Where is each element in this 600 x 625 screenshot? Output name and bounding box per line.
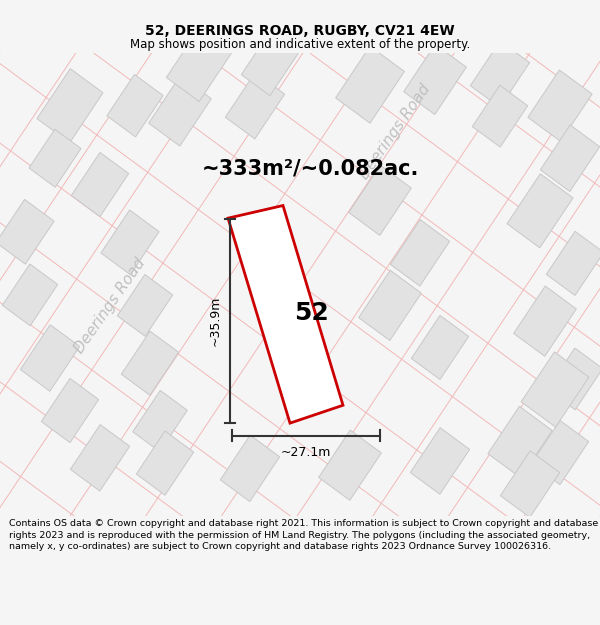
Polygon shape [532,421,589,484]
Polygon shape [349,165,412,236]
Polygon shape [107,74,163,137]
Polygon shape [2,264,58,326]
Polygon shape [514,286,577,356]
Text: ~333m²/~0.082ac.: ~333m²/~0.082ac. [202,159,419,179]
Polygon shape [470,41,530,107]
Polygon shape [412,316,469,379]
Polygon shape [521,352,589,427]
Polygon shape [20,325,80,391]
Polygon shape [241,31,299,96]
Polygon shape [335,46,404,123]
Text: 52: 52 [293,301,328,325]
Polygon shape [319,430,382,500]
Polygon shape [37,69,103,142]
Text: Map shows position and indicative extent of the property.: Map shows position and indicative extent… [130,38,470,51]
Polygon shape [133,391,187,452]
Polygon shape [528,70,592,141]
Polygon shape [226,72,284,139]
Polygon shape [547,348,600,410]
Polygon shape [70,424,130,491]
Text: ~35.9m: ~35.9m [209,296,221,346]
Text: Deerings Road: Deerings Road [357,82,433,182]
Polygon shape [71,152,128,217]
Text: Deerings Road: Deerings Road [72,255,148,356]
Polygon shape [228,206,343,423]
Polygon shape [410,428,470,494]
Polygon shape [136,431,194,495]
Text: ~27.1m: ~27.1m [281,446,331,459]
Polygon shape [404,44,466,114]
Text: Contains OS data © Crown copyright and database right 2021. This information is : Contains OS data © Crown copyright and d… [9,519,598,551]
Polygon shape [220,435,280,502]
Text: 52, DEERINGS ROAD, RUGBY, CV21 4EW: 52, DEERINGS ROAD, RUGBY, CV21 4EW [145,24,455,38]
Polygon shape [101,210,159,275]
Polygon shape [500,451,560,518]
Polygon shape [391,219,449,286]
Polygon shape [121,331,179,395]
Polygon shape [541,125,599,191]
Polygon shape [41,378,98,442]
Polygon shape [488,406,552,478]
Polygon shape [472,85,527,147]
Polygon shape [359,270,421,341]
Polygon shape [507,174,573,248]
Polygon shape [118,274,173,336]
Polygon shape [149,76,211,146]
Polygon shape [166,26,233,101]
Polygon shape [29,129,81,188]
Polygon shape [547,231,600,296]
Polygon shape [0,199,54,264]
